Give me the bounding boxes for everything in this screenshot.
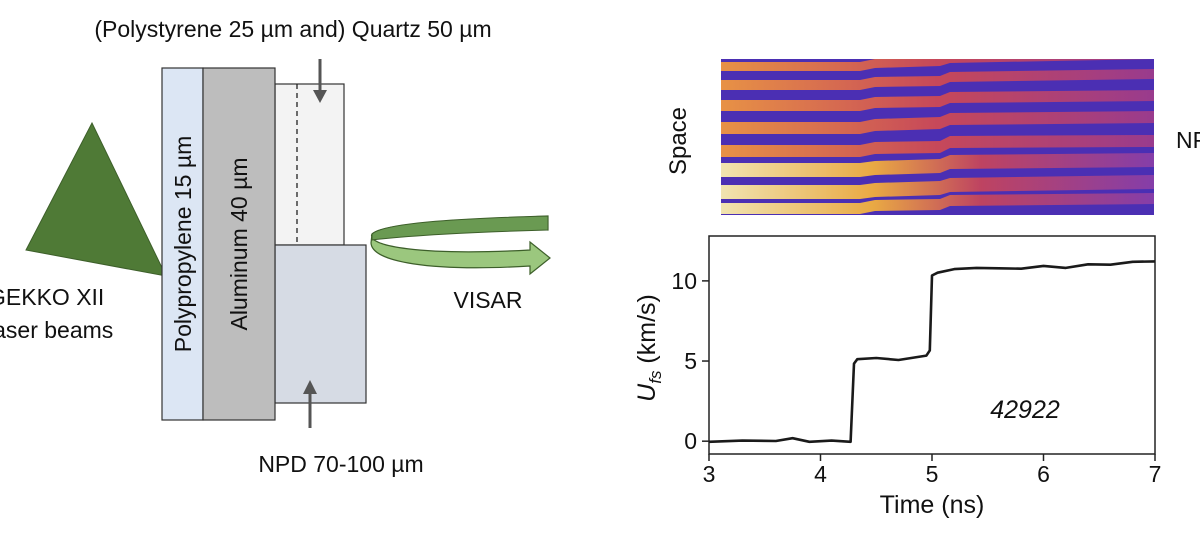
velocity-chart: 3 4 5 6 7 0 5 10 42922 Time (ns) Ufs (km/s) (633, 235, 1162, 519)
y-tick-label: 5 (684, 348, 697, 374)
x-tick-label: 7 (1149, 461, 1162, 487)
y-tick-label: 0 (684, 428, 697, 454)
shot-number-annotation: 42922 (990, 396, 1060, 424)
fringe-band (721, 111, 1154, 134)
x-tick-label: 6 (1037, 461, 1050, 487)
quartz-thickness-label: (Polystyrene 25 µm and) Quartz 50 µm (94, 16, 491, 42)
x-tick-label: 5 (926, 461, 939, 487)
aluminum-layer (202, 67, 276, 421)
streak-space-label: Space (665, 107, 692, 175)
aluminum-label: Aluminum 40 µm (226, 157, 252, 330)
laser-label-line1: GEKKO XII (0, 284, 104, 310)
fringe-band (721, 193, 1154, 214)
target-schematic: (Polystyrene 25 µm and) Quartz 50 µm Pol… (0, 16, 551, 477)
npd-thickness-label: NPD 70-100 µm (258, 451, 423, 477)
fringe-band (721, 153, 1154, 177)
npd-arrow (303, 380, 317, 428)
velocity-series-line (709, 260, 1155, 444)
y-axis-label-subscript: fs (646, 370, 665, 384)
visar-arrow (370, 215, 551, 276)
visar-fringes (721, 59, 1154, 214)
polypropylene-label: Polypropylene 15 µm (170, 136, 196, 353)
x-axis-ticks: 3 4 5 6 7 (703, 454, 1162, 487)
y-axis-label-unit: (km/s) (633, 294, 661, 370)
visar-label: VISAR (453, 287, 522, 313)
laser-label-line2: laser beams (0, 317, 113, 343)
x-tick-label: 3 (703, 461, 716, 487)
y-axis-label-symbol: U (633, 383, 661, 402)
y-axis-ticks: 0 5 10 (671, 268, 709, 454)
quartz-arrow (313, 59, 327, 103)
polypropylene-layer (161, 67, 204, 421)
fringe-band (721, 175, 1154, 199)
quartz-layer (274, 83, 345, 246)
fringe-band (721, 69, 1154, 90)
fringe-band (721, 59, 1154, 71)
laser-beam-shape (25, 121, 167, 277)
y-tick-label: 10 (671, 268, 697, 294)
x-tick-label: 4 (814, 461, 827, 487)
plot-frame (708, 235, 1156, 455)
npd-layer (274, 244, 367, 404)
fringe-band (721, 135, 1154, 157)
streak-image (721, 59, 1154, 215)
y-axis-label: Ufs (km/s) (633, 294, 665, 402)
fringe-band (721, 90, 1154, 111)
streak-npd-label: NPD (1176, 127, 1200, 153)
x-axis-label: Time (ns) (880, 491, 985, 519)
